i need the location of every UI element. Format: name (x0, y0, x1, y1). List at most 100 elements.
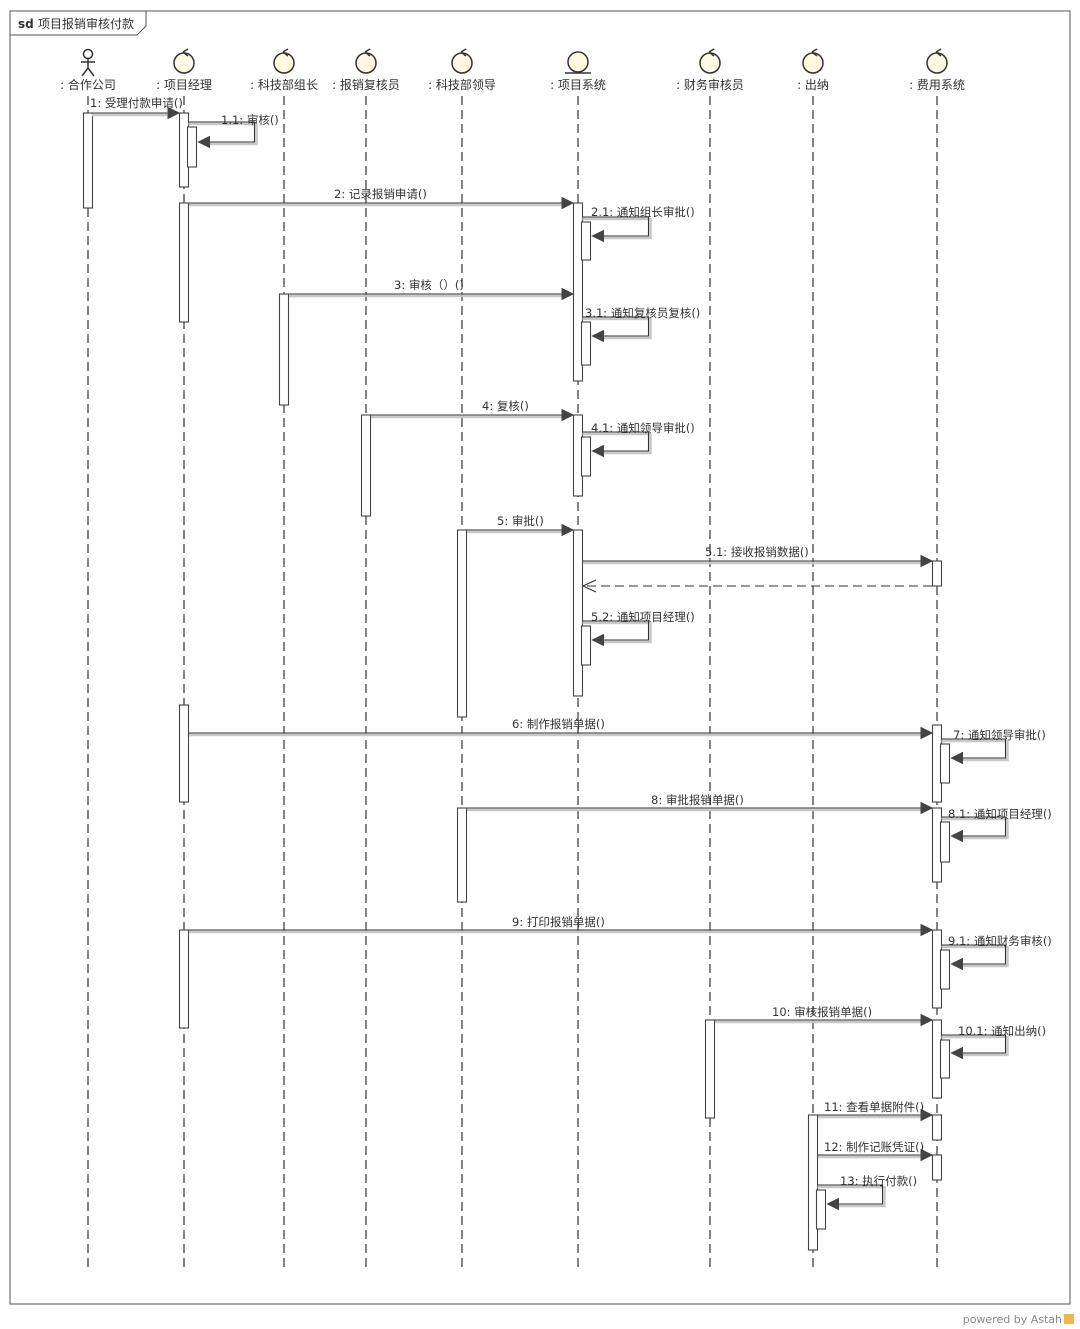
self-message-m5_2: 5.2: 通知项目经理() (582, 610, 695, 647)
diagram-frame (9, 10, 1071, 1305)
self-message-m10_1: 10.1: 通知出纳() (941, 1024, 1046, 1060)
lifeline-label-partner: : 合作公司 (60, 77, 116, 92)
activation-bar (178, 202, 190, 323)
entity-icon (565, 51, 591, 74)
activations (82, 112, 951, 1251)
activation-bar (939, 821, 951, 863)
self-message-m9_1: 9.1: 通知财务审核() (941, 934, 1052, 971)
message-label: 9: 打印报销单据() (512, 915, 605, 929)
activation-bar (82, 112, 94, 209)
message-label: 3.1: 通知复核员复核() (585, 306, 700, 320)
activation-bar (931, 1114, 943, 1141)
message-label: 6: 制作报销单据() (512, 717, 605, 731)
lifeline-label-teamlead: : 科技部组长 (250, 77, 318, 92)
message-label: 4: 复核() (482, 399, 529, 413)
frame-keyword: sd (18, 17, 34, 31)
activation-bar (572, 529, 584, 697)
lifeline-label-pm: : 项目经理 (156, 78, 212, 92)
activation-bar (572, 202, 584, 382)
message-m5: 5: 审批() (467, 514, 575, 537)
activation-bar (939, 949, 951, 990)
self-message-m4_1: 4.1: 通知领导审批() (582, 421, 695, 458)
self-message-m7: 7: 通知领导审批() (941, 728, 1046, 765)
activation-bar (939, 1039, 951, 1079)
control-icon (699, 48, 721, 74)
message-label: 1.1: 审核() (221, 113, 279, 127)
control-icon (273, 48, 295, 74)
activation-bar (580, 625, 592, 666)
activation-bar (178, 704, 190, 803)
message-m1: 1: 受理付款申请() (90, 96, 183, 120)
lifeline-reviewer: : 报销复核员 (332, 48, 400, 1272)
powered-by-footer: powered by Astah (963, 1313, 1074, 1326)
frame-title: 项目报销审核付款 (38, 16, 134, 31)
messages: 1: 受理付款申请() 1.1: 审核() 2: 记录报销申请() 2.1: 通知组长… (90, 96, 1052, 1211)
self-message-m3_1: 3.1: 通知复核员复核() (582, 306, 700, 343)
message-m10: 10: 审核报销单据() (715, 1005, 934, 1027)
lifeline-label-auditor: : 财务审核员 (676, 77, 744, 92)
message-label: 9.1: 通知财务审核() (948, 934, 1052, 948)
message-label: 11: 查看单据附件() (824, 1100, 924, 1114)
message-label: 1: 受理付款申请() (90, 96, 183, 110)
activation-bar (939, 743, 951, 784)
message-label: 13: 执行付款() (840, 1174, 917, 1188)
lifeline-label-leader: : 科技部领导 (428, 77, 496, 92)
self-message-m1_1: 1.1: 审核() (188, 113, 279, 149)
frame-tab (9, 10, 147, 36)
message-label: 2.1: 通知组长审批() (591, 205, 695, 219)
control-icon (355, 48, 377, 74)
message-label: 3: 审核（）() (394, 278, 464, 292)
activation-bar (815, 1189, 827, 1230)
control-icon (451, 48, 473, 74)
lifeline-label-projsys: : 项目系统 (550, 78, 606, 92)
control-icon (173, 48, 195, 74)
message-label: 7: 通知领导审批() (953, 728, 1046, 742)
message-m11: 11: 查看单据附件() (818, 1100, 934, 1122)
activation-bar (580, 321, 592, 366)
self-message-m8_1: 8.1: 通知项目经理() (941, 807, 1052, 843)
activation-bar (807, 1114, 819, 1251)
message-label: 12: 制作记账凭证() (824, 1140, 924, 1154)
message-label: 8.1: 通知项目经理() (948, 807, 1052, 821)
message-label: 5.1: 接收报销数据() (705, 545, 809, 559)
control-icon (802, 48, 824, 74)
lifeline-label-cashier: : 出纳 (797, 78, 829, 92)
message-label: 5.2: 通知项目经理() (591, 610, 695, 624)
message-label: 10.1: 通知出纳() (958, 1024, 1046, 1038)
activation-bar (456, 807, 468, 903)
powered-by-text: powered by Astah (962, 1313, 1062, 1326)
self-message-m2_1: 2.1: 通知组长审批() (582, 205, 695, 243)
activation-bar (278, 293, 290, 406)
lifeline-cashier: : 出纳 (797, 48, 829, 1272)
message-m4: 4: 复核() (371, 399, 575, 422)
activation-bar (580, 221, 592, 261)
activation-bar (186, 126, 198, 168)
message-label: 5: 审批() (497, 514, 544, 528)
activation-bar (580, 436, 592, 477)
message-label: 4.1: 通知领导审批() (591, 421, 695, 435)
lifelines: : 合作公司 : 项目经理 : 科技部组长 : 报销复核员 : 科技部领导 : 项目系统:… (60, 48, 965, 1272)
activation-bar (456, 529, 468, 718)
activation-bar (360, 414, 372, 517)
self-message-m13: 13: 执行付款() (817, 1174, 917, 1211)
message-label: 10: 审核报销单据() (772, 1005, 872, 1019)
message-m9: 9: 打印报销单据() (189, 915, 934, 937)
lifeline-partner: : 合作公司 (60, 48, 116, 1272)
message-m3: 3: 审核（）() (289, 278, 575, 301)
activation-bar (178, 929, 190, 1029)
message-label: 8: 审批报销单据() (651, 793, 744, 807)
actor-icon (81, 48, 95, 77)
return-message-m5_1r (581, 579, 932, 593)
message-m8: 8: 审批报销单据() (467, 793, 934, 815)
activation-bar (931, 1154, 943, 1181)
lifeline-teamlead: : 科技部组长 (250, 48, 318, 1272)
activation-bar (704, 1019, 716, 1119)
lifeline-label-feesys: : 费用系统 (909, 78, 965, 92)
message-m5_1: 5.1: 接收报销数据() (583, 545, 934, 568)
message-m2: 2: 记录报销申请() (189, 187, 575, 210)
message-label: 2: 记录报销申请() (334, 187, 427, 201)
lifeline-label-reviewer: : 报销复核员 (332, 77, 400, 92)
activation-bar (931, 560, 943, 587)
message-m12: 12: 制作记账凭证() (818, 1140, 934, 1162)
